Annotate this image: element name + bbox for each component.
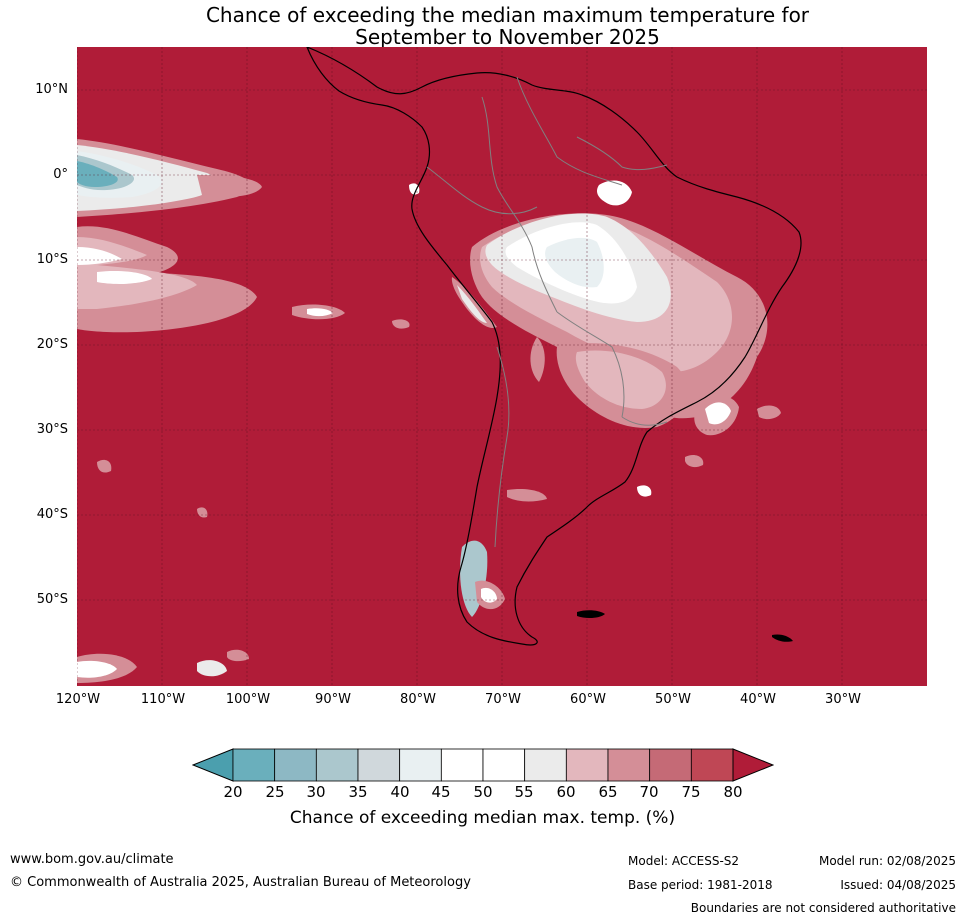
contour-galapagos-2	[307, 308, 333, 317]
colorbar-max-arrow	[732, 748, 775, 782]
lon-label-80w: 80°W	[400, 692, 436, 707]
colorbar-tick-65: 65	[598, 783, 618, 801]
lon-label-30w: 30°W	[825, 692, 861, 707]
colorbar-tick-20: 20	[223, 783, 243, 801]
footer-disclaimer: Boundaries are not considered authoritat…	[690, 901, 956, 915]
lat-label-50s: 50°S	[36, 592, 68, 607]
colorbar-cell	[482, 748, 526, 782]
colorbar	[191, 747, 775, 783]
footer-website: www.bom.gov.au/climate	[10, 852, 174, 867]
colorbar-label: Chance of exceeding median max. temp. (%…	[289, 808, 676, 828]
colorbar-cell	[399, 748, 442, 782]
colorbar-tick-60: 60	[556, 783, 576, 801]
contour-pacific-south-3	[77, 247, 122, 265]
title-line-1: Chance of exceeding the median maximum t…	[205, 3, 810, 27]
contour-equator-east	[197, 175, 262, 197]
colorbar-cell	[607, 748, 651, 782]
colorbar-cell	[274, 748, 317, 782]
contour-pacific-south-4	[97, 270, 152, 284]
lat-label-10n: 10°N	[35, 82, 68, 97]
map-canvas	[77, 47, 927, 686]
contour-peru-coast-2	[457, 285, 487, 323]
contour-atlantic-south-2	[705, 402, 731, 425]
contour-uruguay-coast	[685, 454, 704, 468]
contour-southeast-pacific-3	[197, 660, 227, 677]
contour-patagonia-3	[481, 587, 497, 603]
colorbar-tick-45: 45	[431, 783, 451, 801]
colorbar-tick-55: 55	[514, 783, 534, 801]
colorbar-cell	[232, 748, 276, 782]
colorbar-tick-35: 35	[348, 783, 368, 801]
map-background	[77, 47, 927, 686]
lat-label-20s: 20°S	[36, 337, 68, 352]
lon-label-120w: 120°W	[55, 692, 101, 707]
lon-label-70w: 70°W	[485, 692, 521, 707]
contour-peru-coast	[451, 277, 497, 328]
graticule	[77, 47, 927, 686]
contour-mid-pacific	[97, 459, 112, 473]
footer-model: Model: ACCESS-S2	[628, 854, 740, 868]
contour-guiana	[597, 180, 632, 206]
colorbar-cell	[690, 748, 734, 782]
contour-southeast-pacific-4	[227, 649, 249, 662]
colorbar-tick-40: 40	[390, 783, 410, 801]
south-georgia	[772, 634, 793, 642]
lon-label-60w: 60°W	[570, 692, 606, 707]
contour-pacific-25	[77, 161, 118, 187]
footer-issued: Issued: 04/08/2025	[840, 878, 956, 892]
colorbar-tick-75: 75	[681, 783, 701, 801]
chart-title: Chance of exceeding the median maximum t…	[0, 4, 965, 48]
lat-label-10s: 10°S	[36, 252, 68, 267]
lon-label-40w: 40°W	[740, 692, 776, 707]
contour-atlantic-blob	[757, 405, 781, 420]
country-borders	[426, 76, 668, 548]
colorbar-tick-25: 25	[265, 783, 285, 801]
colorbar-tick-30: 30	[306, 783, 326, 801]
title-line-2: September to November 2025	[355, 25, 660, 49]
colorbar-cell	[649, 748, 692, 782]
lat-label-30s: 30°S	[36, 422, 68, 437]
colorbar-cell	[357, 748, 401, 782]
probability-contours	[77, 139, 781, 683]
colorbar-min-arrow	[191, 748, 234, 782]
colorbar-tick-50: 50	[473, 783, 493, 801]
forecast-map	[77, 47, 927, 686]
colorbar-cell	[524, 748, 567, 782]
lat-label-0: 0°	[53, 167, 68, 182]
contour-brazil-south-2	[575, 350, 666, 409]
footer-model-run: Model run: 02/08/2025	[818, 854, 956, 868]
contour-brazil-45	[545, 237, 604, 288]
footer-copyright: © Commonwealth of Australia 2025, Austra…	[10, 875, 471, 890]
colorbar-tick-80: 80	[723, 783, 743, 801]
contour-chile-inland	[530, 337, 545, 382]
colorbar-svg	[191, 748, 775, 782]
colorbar-cell	[315, 748, 359, 782]
footer-base-period: Base period: 1981-2018	[628, 878, 773, 892]
lat-label-40s: 40°S	[36, 507, 68, 522]
colorbar-cell	[440, 748, 484, 782]
south-america-coastline	[306, 47, 802, 646]
colorbar-cell	[565, 748, 609, 782]
falkland-islands	[577, 610, 605, 619]
lon-label-90w: 90°W	[315, 692, 351, 707]
contour-argentina-inland	[507, 489, 547, 502]
lon-label-110w: 110°W	[140, 692, 186, 707]
contour-mid-pacific-2	[197, 507, 208, 518]
lon-label-50w: 50°W	[655, 692, 691, 707]
lon-label-100w: 100°W	[225, 692, 271, 707]
contour-peru-offshore	[392, 319, 410, 329]
colorbar-tick-70: 70	[639, 783, 659, 801]
contour-southeast-pacific-2	[77, 660, 117, 678]
contour-argentina-coast	[637, 485, 652, 497]
